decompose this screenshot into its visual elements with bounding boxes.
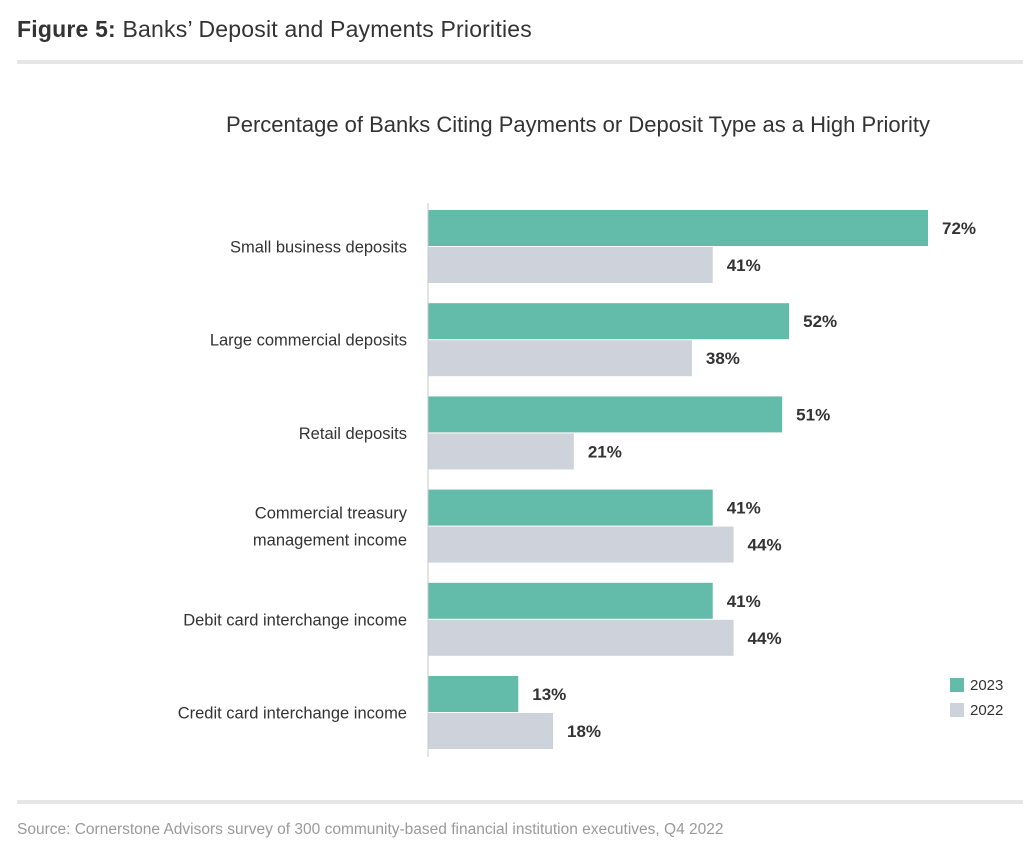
category-label: management income (253, 532, 407, 550)
data-label: 41% (727, 256, 761, 275)
category-label: Small business deposits (230, 239, 407, 257)
data-label: 21% (588, 442, 622, 461)
data-label: 38% (706, 349, 740, 368)
top-divider (17, 60, 1023, 64)
data-label: 18% (567, 722, 601, 741)
bar-2023 (428, 210, 928, 246)
bar-2022 (428, 433, 574, 470)
bar-2023 (428, 303, 790, 340)
category-label: Commercial treasury (255, 505, 408, 523)
data-label: 44% (748, 536, 782, 555)
data-label: 44% (748, 629, 782, 648)
bar-2022 (428, 619, 734, 656)
category-label: Large commercial deposits (210, 332, 407, 350)
legend-label: 2023 (970, 677, 1003, 694)
category-label: Credit card interchange income (178, 705, 407, 723)
data-label: 41% (727, 592, 761, 611)
bar-2023 (428, 676, 519, 712)
legend-swatch-2022 (950, 703, 964, 717)
legend-swatch-2023 (950, 678, 964, 692)
category-label: Retail deposits (299, 425, 407, 443)
bar-2023 (428, 396, 783, 433)
chart-title: Percentage of Banks Citing Payments or D… (226, 112, 930, 137)
bar-2023 (428, 582, 713, 619)
data-label: 41% (727, 499, 761, 518)
data-label: 13% (532, 685, 566, 704)
bar-2023 (428, 489, 713, 526)
figure-title: Figure 5: Banks’ Deposit and Payments Pr… (17, 16, 532, 43)
bar-2022 (428, 340, 692, 377)
bottom-divider (17, 800, 1023, 804)
category-label: Debit card interchange income (183, 611, 407, 629)
legend-label: 2022 (970, 702, 1003, 719)
figure-label: Figure 5: (17, 16, 116, 42)
bar-2022 (428, 247, 713, 283)
source-note: Source: Cornerstone Advisors survey of 3… (17, 821, 724, 838)
bar-2022 (428, 713, 553, 749)
data-label: 51% (796, 405, 830, 424)
data-label: 72% (942, 219, 976, 238)
data-label: 52% (803, 312, 837, 331)
bar-2022 (428, 526, 734, 563)
figure-title-text: Banks’ Deposit and Payments Priorities (122, 16, 532, 42)
